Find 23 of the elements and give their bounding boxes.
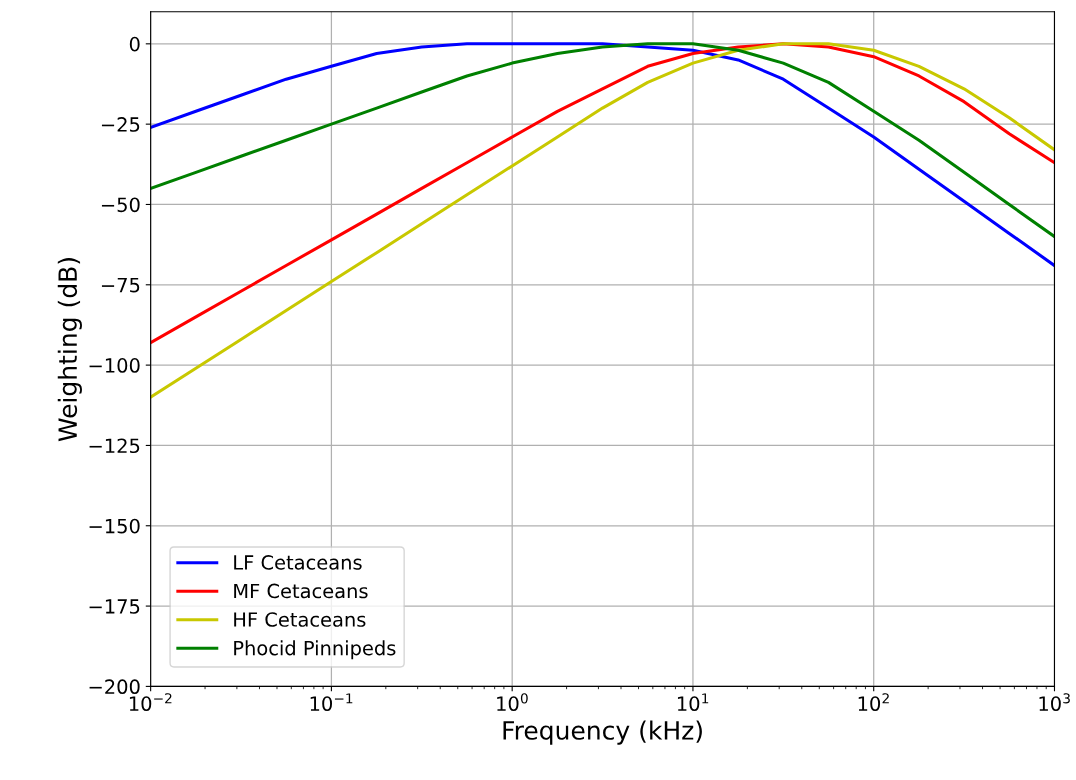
- legend-label: LF Cetaceans: [234, 555, 362, 570]
- y-tick-label: −150: [89, 518, 140, 534]
- x-tick-label: 10$^{3}$: [1039, 693, 1070, 712]
- legend-label: MF Cetaceans: [234, 583, 368, 599]
- x-tick-label: 10$^{2}$: [858, 693, 889, 712]
- y-tick-label: −75: [101, 278, 140, 293]
- x-axis-title: Frequency (kHz): [503, 720, 702, 745]
- y-tick-label: 0: [129, 36, 140, 52]
- x-tick-label: 10$^{−1}$: [310, 693, 353, 712]
- x-tick-label: 10$^{1}$: [677, 693, 709, 712]
- y-tick-label: −25: [101, 117, 140, 132]
- line-series: [150, 42, 1055, 399]
- y-tick-label: −100: [89, 358, 140, 373]
- y-axis-title: Weighting (dB): [57, 258, 82, 442]
- legend-label: Phocid Pinnipeds: [234, 640, 396, 660]
- legend-label: HF Cetaceans: [234, 612, 366, 627]
- x-tick-label: 10$^{−2}$: [129, 693, 172, 712]
- y-tick-label: −50: [101, 197, 140, 213]
- y-tick-label: −200: [89, 679, 140, 695]
- line-series: [150, 42, 1055, 345]
- y-tick-label: −175: [89, 599, 140, 614]
- x-tick-label: 10$^{0}$: [497, 693, 528, 712]
- y-tick-label: −125: [89, 438, 140, 454]
